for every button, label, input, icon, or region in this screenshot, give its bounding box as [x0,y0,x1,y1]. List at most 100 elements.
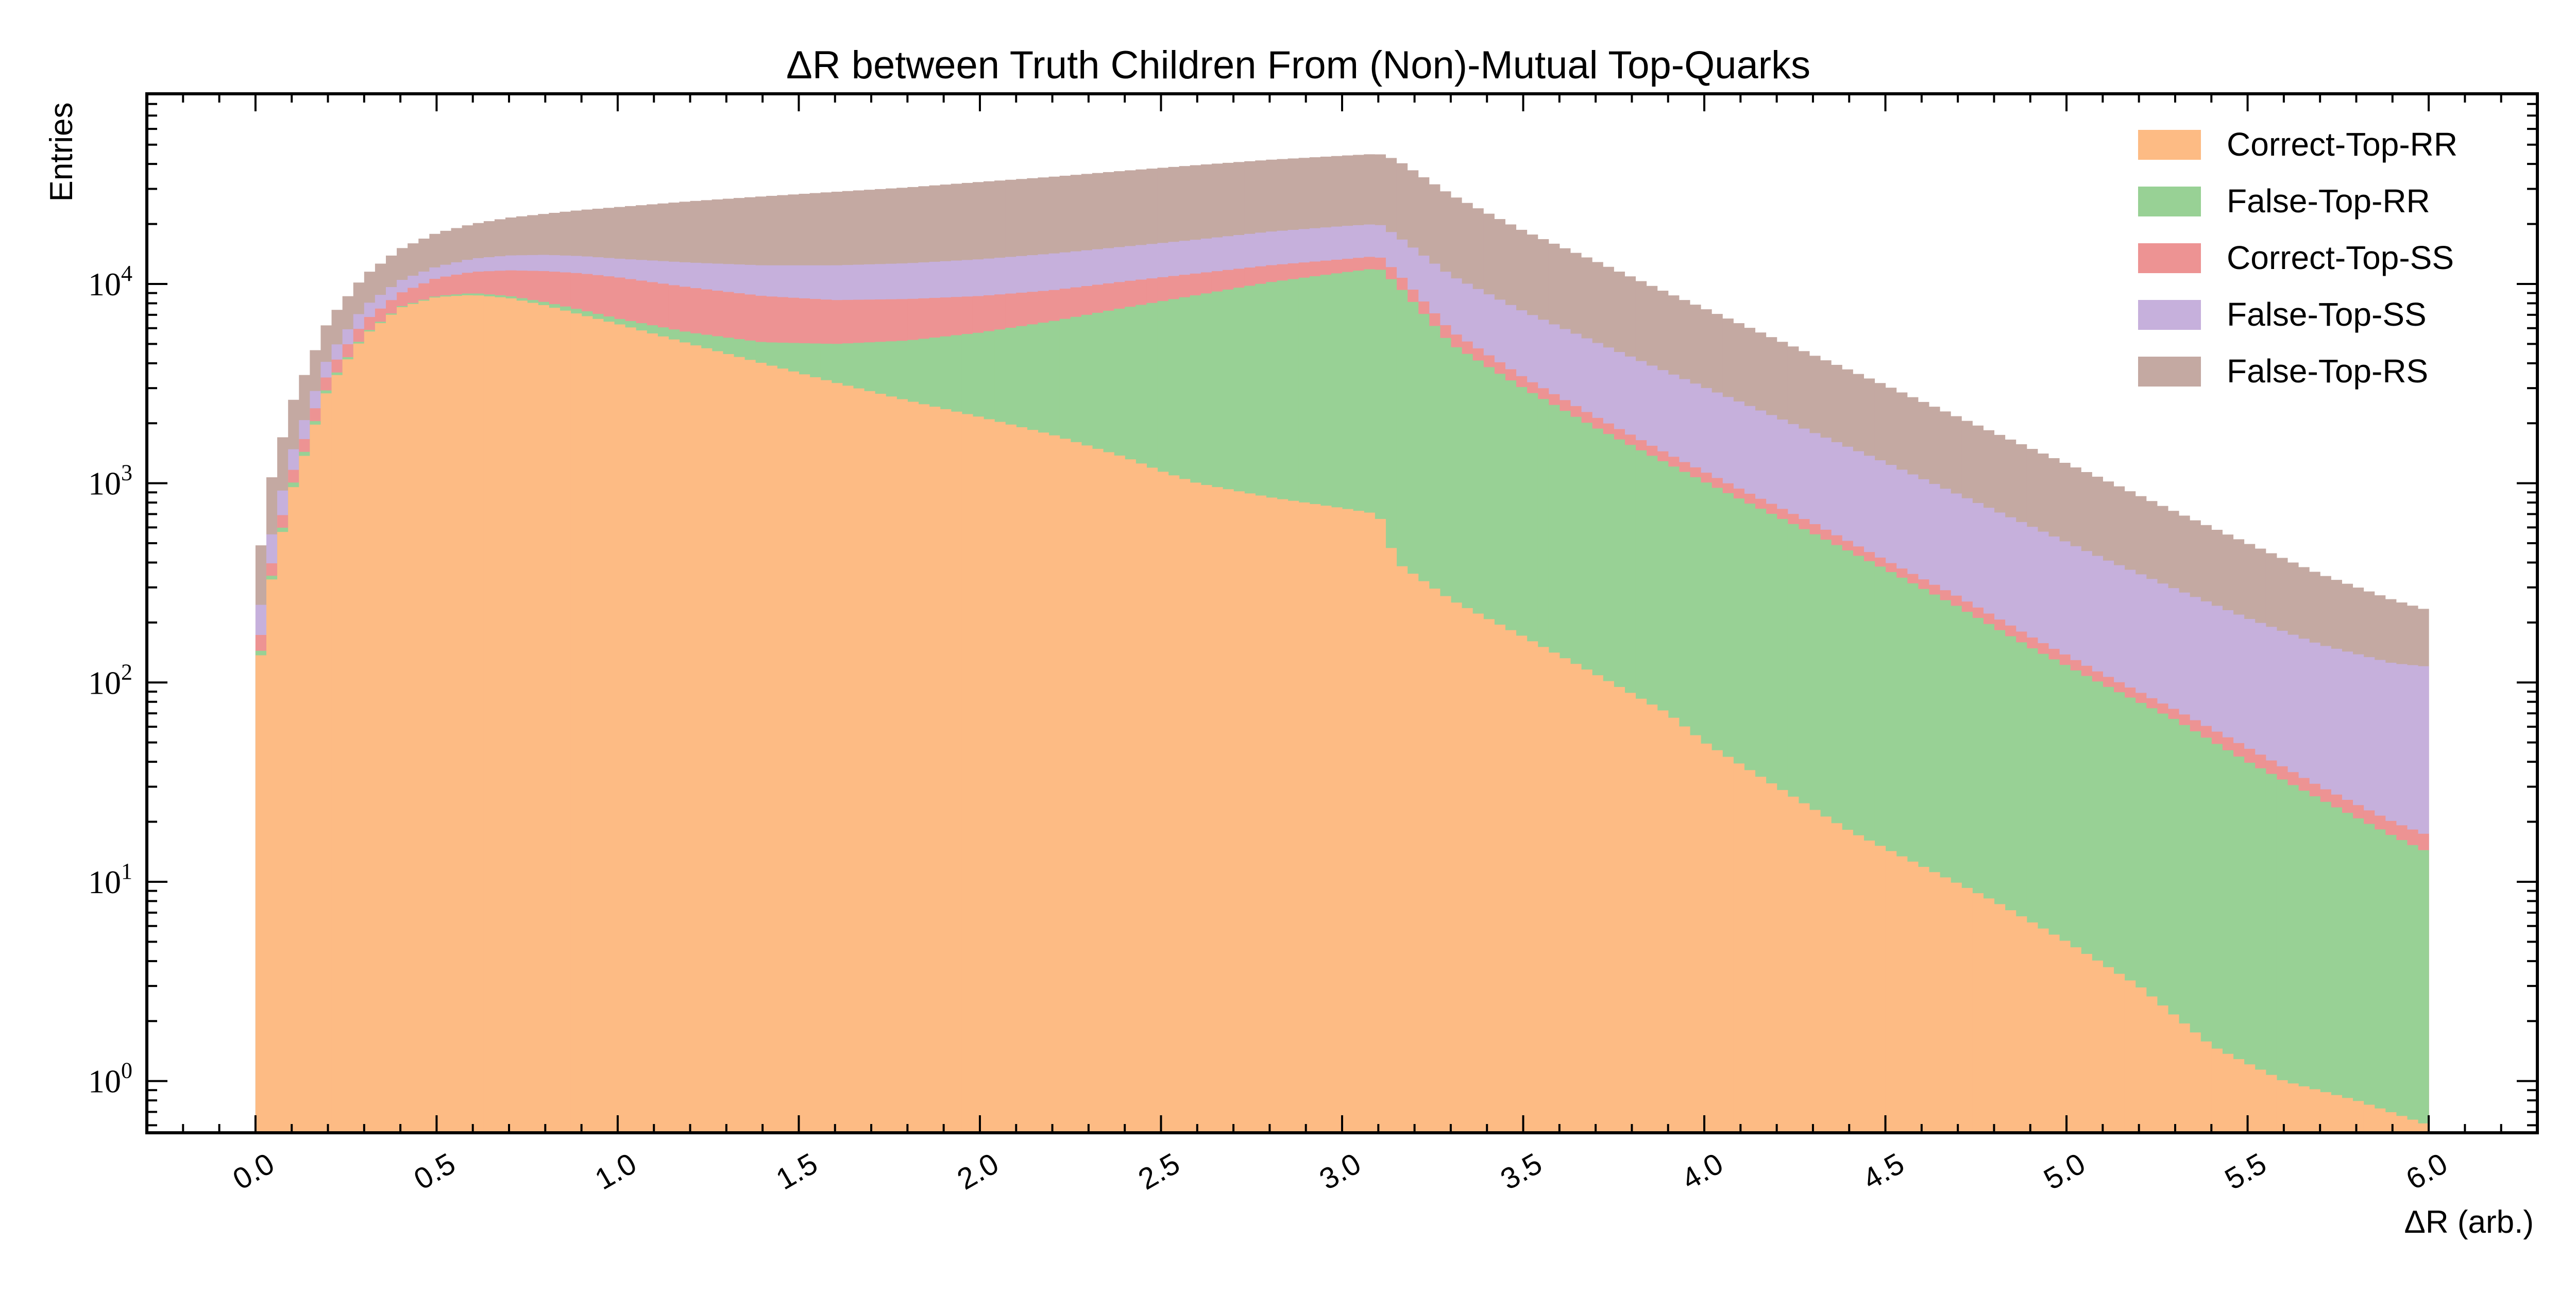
histogram-bar [1320,506,1332,1133]
histogram-bar [2342,813,2353,1133]
histogram-bar [788,371,800,1133]
histogram-bar [2265,774,2277,1133]
histogram-bar [2298,791,2310,1133]
histogram-bar [2342,1098,2353,1133]
histogram-bar [647,333,658,1133]
plot-frame [145,92,2539,1134]
legend-label: False-Top-RR [2227,182,2430,220]
histogram-bar [560,310,571,1133]
histogram-bar [1494,624,1505,1133]
legend-swatch [2138,300,2201,330]
histogram-bar [570,313,582,1133]
histogram-bar [1787,796,1799,1133]
histogram-bar [2287,785,2299,1133]
histogram-bar [1125,459,1136,1133]
histogram-bar [1885,851,1897,1133]
histogram-bar [2167,1014,2179,1133]
histogram-bar [875,394,886,1133]
histogram-bar [679,342,691,1133]
histogram-bar [2309,796,2320,1133]
histogram-bar [527,303,538,1133]
histogram-bar [1070,442,1082,1133]
histogram-bar [1722,757,1734,1133]
histogram-bar [2179,1023,2190,1133]
histogram-bar [483,296,495,1133]
histogram-bar [2276,1080,2288,1133]
histogram-bar [1331,507,1343,1133]
histogram-bar [1179,479,1191,1133]
histogram-bar [1505,630,1517,1133]
histogram-bar [2298,1086,2310,1133]
histogram-bar [1820,816,1832,1133]
histogram-bar [2331,807,2342,1133]
histogram-bar [766,365,777,1133]
histogram-bar [2276,779,2288,1133]
histogram-bar [516,300,528,1133]
histogram-bar [690,345,702,1133]
histogram-bar [701,348,713,1133]
histogram-bar [2363,1104,2375,1133]
histogram-bar [592,318,604,1133]
histogram-bar [266,579,278,1133]
histogram-bar [2374,829,2386,1133]
histogram-bar [1733,763,1744,1133]
histogram-bar [1266,497,1278,1133]
histogram-bar [853,388,865,1133]
histogram-bar [2190,731,2201,1133]
histogram-bar [1668,717,1680,1133]
histogram-bar [418,300,430,1133]
histogram-bar [1309,504,1321,1133]
y-tick-label: 104 [88,261,132,303]
histogram-bar [1711,750,1723,1133]
legend-item: False-Top-RS [2138,353,2428,390]
histogram-bar [1439,596,1451,1133]
histogram-bar [1951,882,1962,1133]
histogram-bar [2146,996,2158,1133]
histogram-bar [1592,675,1603,1133]
histogram-bar [1233,491,1245,1133]
histogram-bar [1483,619,1495,1133]
histogram-bar [1081,445,1093,1133]
histogram-bar [603,322,615,1133]
y-tick-label: 100 [88,1058,132,1100]
histogram-bar [2255,768,2266,1133]
histogram-bar [538,305,549,1133]
series-correct-top-rr [255,295,2429,1133]
histogram-bar [1157,472,1169,1133]
histogram-bar [375,323,386,1133]
histogram-bar [2092,960,2103,1133]
y-tick-label: 102 [88,659,132,701]
histogram-bar [2222,1053,2234,1133]
histogram-bar [820,380,832,1133]
histogram-bar [1092,448,1104,1133]
chart-title: ΔR between Truth Children From (Non)-Mut… [786,43,1810,87]
histogram-bar [408,304,419,1133]
histogram-bar [1755,777,1767,1133]
histogram-bar [2265,1075,2277,1133]
histogram-bar [2048,934,2060,1133]
histogram-bar [1342,509,1353,1133]
histogram-bar [2352,818,2364,1133]
histogram-bar [1624,693,1636,1133]
histogram-bar [1559,658,1571,1133]
histogram-bar [2233,1059,2245,1133]
histogram-bar [2059,941,2071,1133]
histogram-bar [2135,987,2147,1133]
histogram-bar [2396,840,2408,1133]
histogram-bar [2157,1005,2168,1133]
legend-label: False-Top-SS [2227,296,2427,333]
histogram-bar [2406,1119,2418,1133]
histogram-bar [1972,893,1984,1133]
histogram-bar [386,314,397,1133]
histogram-bar [310,424,321,1133]
histogram-bar [1136,463,1147,1133]
histogram-bar [984,419,995,1133]
histogram-bar [831,383,843,1133]
histogram-bar [1027,430,1039,1133]
histogram-bar [1146,467,1158,1133]
histogram-bar [2374,1108,2386,1133]
histogram-bar [972,416,984,1133]
histogram-bar [1211,487,1223,1133]
histogram-bar [809,377,821,1133]
histogram-bar [1385,548,1397,1133]
